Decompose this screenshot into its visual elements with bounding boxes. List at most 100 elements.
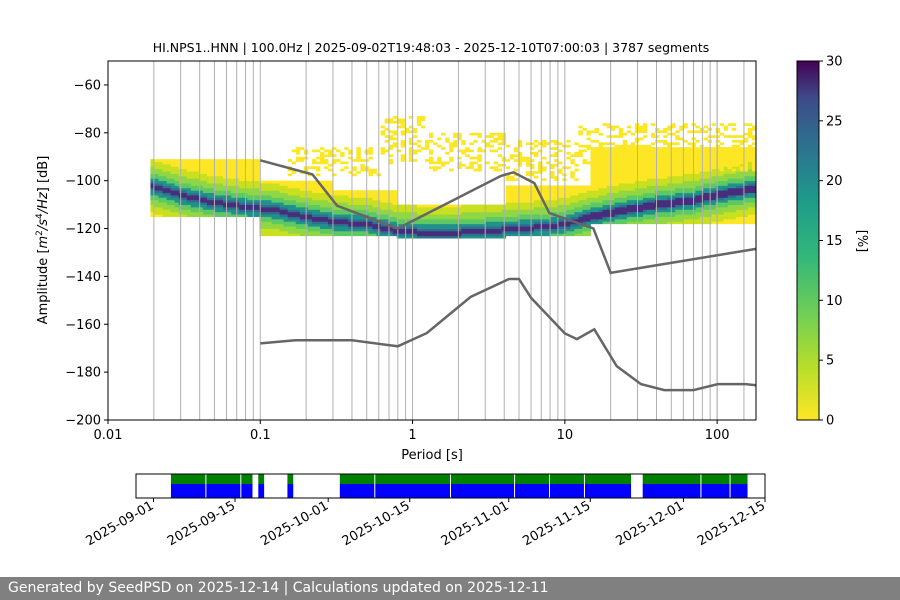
- heat-cell-sparse: [703, 166, 708, 169]
- heat-cell: [554, 187, 559, 191]
- heat-cell: [715, 199, 721, 203]
- heat-cell-sparse: [291, 171, 297, 174]
- heat-cell: [642, 161, 648, 165]
- heat-cell: [683, 221, 688, 225]
- heat-cell: [283, 206, 289, 210]
- heat-cell-sparse: [618, 132, 624, 136]
- heat-cell: [263, 230, 268, 234]
- heat-cell: [602, 221, 608, 225]
- heat-cell: [469, 233, 474, 237]
- heat-cell: [590, 163, 595, 167]
- heat-cell: [647, 192, 652, 196]
- heat-cell-sparse: [525, 142, 531, 146]
- heat-cell: [651, 173, 656, 177]
- heat-cell: [610, 156, 616, 160]
- heat-cell: [477, 216, 482, 220]
- heat-cell: [239, 204, 244, 208]
- heat-cell: [170, 199, 176, 203]
- heat-cell: [533, 204, 539, 208]
- heat-cell: [586, 199, 591, 203]
- heat-cell: [570, 190, 575, 194]
- heat-cell-sparse: [513, 149, 519, 153]
- heat-cell: [279, 216, 285, 220]
- heat-cell-sparse: [336, 159, 341, 162]
- heat-cell: [239, 178, 244, 182]
- heat-cell: [291, 218, 297, 222]
- heat-cell: [477, 230, 482, 234]
- heat-cell: [485, 226, 490, 229]
- heat-cell-sparse: [574, 178, 579, 181]
- heat-cell: [663, 154, 668, 158]
- heat-cell: [198, 171, 204, 174]
- heat-cell-sparse: [739, 139, 745, 143]
- heat-cell: [239, 166, 244, 170]
- heat-cell-sparse: [380, 130, 385, 134]
- heat-cell: [227, 175, 232, 179]
- heat-cell-sparse: [517, 142, 523, 146]
- heat-cell-sparse: [457, 132, 462, 136]
- heat-cell-sparse: [622, 132, 628, 136]
- heat-cell: [671, 151, 676, 155]
- heat-cell: [651, 206, 656, 210]
- heat-cell: [727, 173, 733, 177]
- heat-cell: [582, 202, 587, 205]
- heat-cell: [174, 159, 180, 162]
- heat-cell: [469, 214, 474, 217]
- heat-cell: [578, 199, 583, 203]
- heat-cell: [687, 206, 692, 210]
- heat-cell: [150, 175, 155, 179]
- heat-cell: [336, 192, 341, 196]
- heat-cell-sparse: [529, 163, 535, 167]
- heat-cell: [154, 190, 159, 194]
- heat-cell-sparse: [671, 142, 676, 146]
- heat-cell: [735, 175, 741, 179]
- heat-cell: [158, 171, 163, 174]
- heat-cell-sparse: [727, 161, 733, 165]
- heat-cell: [416, 233, 422, 237]
- heat-cell: [408, 211, 414, 215]
- heat-cell: [198, 214, 204, 217]
- heat-cell: [162, 175, 167, 179]
- heat-cell: [711, 204, 717, 208]
- heat-cell: [279, 209, 285, 213]
- heat-cell: [493, 204, 499, 208]
- heat-cell: [271, 183, 276, 186]
- heat-cell-sparse: [315, 156, 321, 160]
- heat-cell: [170, 195, 176, 198]
- heat-cell-sparse: [663, 161, 668, 165]
- heat-cell-sparse: [295, 156, 301, 160]
- colorbar-tick-label: 30: [826, 55, 843, 70]
- heat-cell: [667, 190, 672, 194]
- heat-cell: [223, 199, 228, 203]
- heat-cell: [239, 206, 244, 210]
- heat-cell: [170, 202, 176, 205]
- heat-cell: [461, 223, 466, 227]
- heat-cell: [590, 175, 595, 179]
- heat-cell: [259, 233, 264, 237]
- heat-cell: [622, 166, 628, 170]
- heat-cell: [679, 168, 684, 172]
- heat-cell: [687, 183, 692, 186]
- heat-cell: [186, 199, 192, 203]
- heat-cell: [202, 209, 208, 213]
- heat-cell: [433, 226, 438, 229]
- heat-cell-sparse: [340, 154, 345, 158]
- heat-cell: [711, 173, 717, 177]
- heat-cell: [174, 168, 180, 172]
- heat-cell: [182, 163, 188, 167]
- heat-cell-sparse: [731, 123, 737, 126]
- heat-cell: [194, 192, 200, 196]
- heat-cell: [546, 218, 551, 222]
- heat-cell: [279, 233, 285, 237]
- heat-cell: [699, 218, 704, 222]
- heat-cell-sparse: [687, 130, 692, 134]
- heat-cell: [542, 204, 547, 208]
- heat-cell-sparse: [610, 166, 616, 169]
- footer-text: Generated by SeedPSD on 2025-12-14 | Cal…: [8, 580, 549, 596]
- heat-cell: [727, 185, 733, 189]
- heat-cell: [186, 166, 192, 170]
- heat-cell: [719, 166, 725, 170]
- heat-cell: [275, 223, 281, 227]
- heat-cell: [546, 190, 551, 194]
- heat-cell: [186, 190, 192, 194]
